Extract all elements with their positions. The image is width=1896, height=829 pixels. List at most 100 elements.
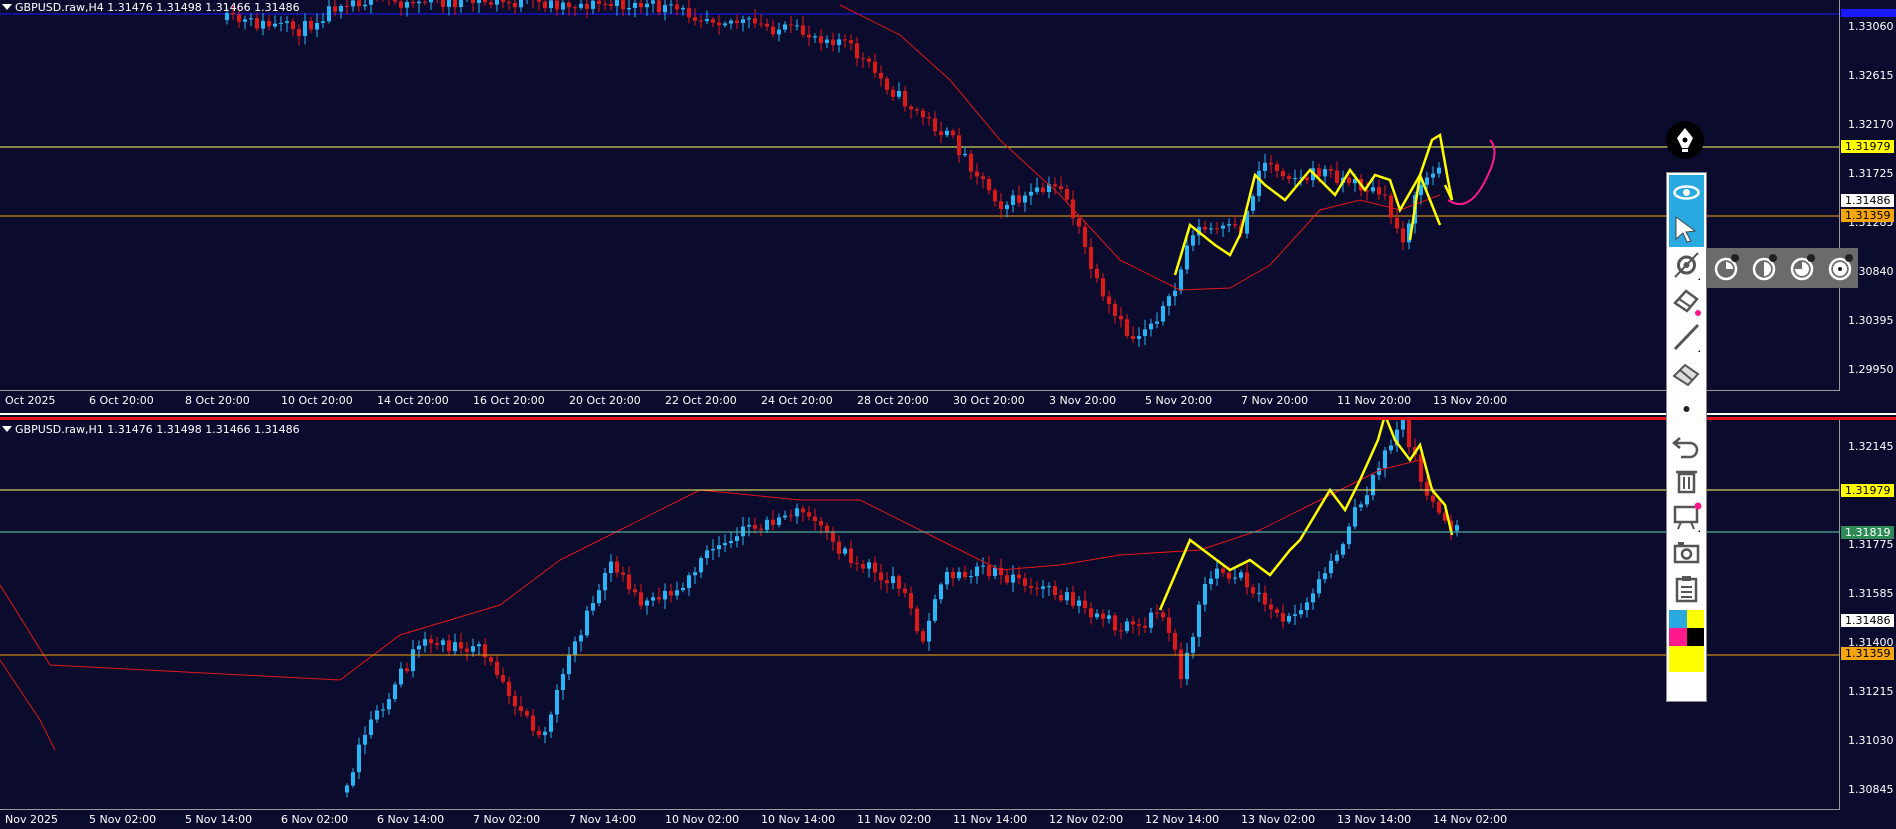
candle-body xyxy=(1077,218,1081,227)
color-palette-icon[interactable] xyxy=(1669,610,1704,700)
dot-icon[interactable] xyxy=(1669,391,1704,427)
candle-body xyxy=(621,572,625,575)
candle-body xyxy=(1347,526,1351,545)
candle-body xyxy=(831,531,835,542)
candle-body xyxy=(1053,184,1057,187)
time-label: 5 Nov 02:00 xyxy=(89,813,157,826)
candle-body xyxy=(477,644,481,647)
candle-body xyxy=(1335,554,1339,561)
candle-body xyxy=(963,153,967,156)
candle-body xyxy=(987,565,991,577)
price-label: 1.31215 xyxy=(1848,685,1894,698)
timer-icon-4[interactable] xyxy=(1825,253,1855,283)
pen-icon[interactable] xyxy=(1666,121,1704,159)
candle-body xyxy=(1017,574,1021,579)
candle-body xyxy=(1143,329,1147,337)
color-swatch-yellow[interactable] xyxy=(1687,610,1704,628)
price-label: 1.31585 xyxy=(1848,587,1894,600)
candle-body xyxy=(393,0,397,2)
candle-body xyxy=(495,661,499,676)
candle-body xyxy=(741,19,745,23)
chart-menu-icon[interactable] xyxy=(2,4,12,10)
eraser-icon[interactable] xyxy=(1669,283,1704,319)
candle-body xyxy=(1371,187,1375,192)
candle-body xyxy=(711,19,715,23)
eraser-alt-icon[interactable] xyxy=(1669,355,1704,391)
h4-time-scale[interactable]: Oct 2025 6 Oct 20:00 8 Oct 20:00 10 Oct … xyxy=(0,390,1840,409)
candle-body xyxy=(627,574,631,590)
timer-icon-1[interactable] xyxy=(1711,253,1741,283)
candle-body xyxy=(783,515,787,518)
candle-body xyxy=(957,135,961,156)
h4-chart-pane[interactable]: GBPUSD.raw,H4 1.31476 1.31498 1.31466 1.… xyxy=(0,0,1896,412)
candle-body xyxy=(273,23,277,27)
candle-body xyxy=(633,2,637,8)
candle-body xyxy=(1155,321,1159,324)
candle-body xyxy=(1323,169,1327,177)
trash-icon[interactable] xyxy=(1669,463,1704,499)
undo-icon[interactable] xyxy=(1669,427,1704,463)
candle-body xyxy=(633,589,637,593)
projector-icon[interactable] xyxy=(1669,499,1704,535)
candle-body xyxy=(465,648,469,652)
candle-body xyxy=(915,109,919,111)
h4-price-scale[interactable]: 1.33060 1.32615 1.32170 1.31725 1.31285 … xyxy=(1839,0,1896,390)
h1-time-scale[interactable]: Nov 2025 5 Nov 02:00 5 Nov 14:00 6 Nov 0… xyxy=(0,809,1840,828)
candle-body xyxy=(903,588,907,594)
candle-body xyxy=(1317,579,1321,594)
candle-body xyxy=(885,580,889,584)
h1-chart-pane[interactable]: GBPUSD.raw,H1 1.31476 1.31498 1.31466 1.… xyxy=(0,420,1896,829)
h1-price-scale[interactable]: 1.32145 1.31775 1.31585 1.31400 1.31215 … xyxy=(1839,420,1896,809)
candle-body xyxy=(285,21,289,23)
eye-icon[interactable] xyxy=(1669,175,1704,211)
zigzag-line xyxy=(1173,167,1442,276)
time-label: 10 Nov 02:00 xyxy=(665,813,740,826)
cursor-icon[interactable] xyxy=(1669,211,1704,247)
line-icon[interactable] xyxy=(1669,319,1704,355)
gear-disabled-icon[interactable] xyxy=(1669,247,1704,283)
candle-body xyxy=(729,20,733,24)
color-swatch-selected[interactable] xyxy=(1669,646,1704,672)
candle-body xyxy=(1041,187,1045,192)
time-label: 16 Oct 20:00 xyxy=(473,394,545,407)
candle-body xyxy=(501,675,505,682)
color-swatch-cyan[interactable] xyxy=(1669,610,1687,628)
pane-separator[interactable] xyxy=(0,412,1896,420)
candle-body xyxy=(975,171,979,177)
candle-body xyxy=(1323,573,1327,580)
candle-body xyxy=(861,58,865,60)
candle-body xyxy=(1041,586,1045,589)
candle-body xyxy=(843,39,847,41)
candle-body xyxy=(813,36,817,38)
clipboard-icon[interactable] xyxy=(1669,571,1704,607)
timer-subtoolbar xyxy=(1706,248,1858,288)
chart-menu-icon[interactable] xyxy=(2,426,12,432)
time-label: 30 Oct 20:00 xyxy=(953,394,1025,407)
candle-body xyxy=(447,0,451,7)
candle-body xyxy=(339,5,343,12)
candle-body xyxy=(993,567,997,577)
candle-body xyxy=(1005,575,1009,583)
h4-title-text: GBPUSD.raw,H4 1.31476 1.31498 1.31466 1.… xyxy=(15,1,300,14)
timer-icon-3[interactable] xyxy=(1787,253,1817,283)
candle-body xyxy=(477,0,481,3)
color-swatch-black[interactable] xyxy=(1687,628,1704,646)
timer-icon-2[interactable] xyxy=(1749,253,1779,283)
time-label: 10 Oct 20:00 xyxy=(281,394,353,407)
candle-body xyxy=(957,571,961,579)
time-label: 5 Nov 14:00 xyxy=(185,813,253,826)
candle-body xyxy=(903,91,907,107)
h1-chart-canvas[interactable] xyxy=(0,420,1840,809)
candle-body xyxy=(1221,568,1225,573)
candle-body xyxy=(1263,162,1267,171)
candle-body xyxy=(1389,445,1393,451)
time-label: 11 Nov 14:00 xyxy=(953,813,1028,826)
candle-body xyxy=(1305,177,1309,181)
candle-body xyxy=(1311,593,1315,603)
camera-icon[interactable] xyxy=(1669,535,1704,571)
candle-body xyxy=(837,541,841,554)
time-label: 6 Nov 14:00 xyxy=(377,813,445,826)
color-swatch-magenta[interactable] xyxy=(1669,628,1687,646)
h4-chart-canvas[interactable] xyxy=(0,0,1840,390)
candle-body xyxy=(951,130,955,136)
